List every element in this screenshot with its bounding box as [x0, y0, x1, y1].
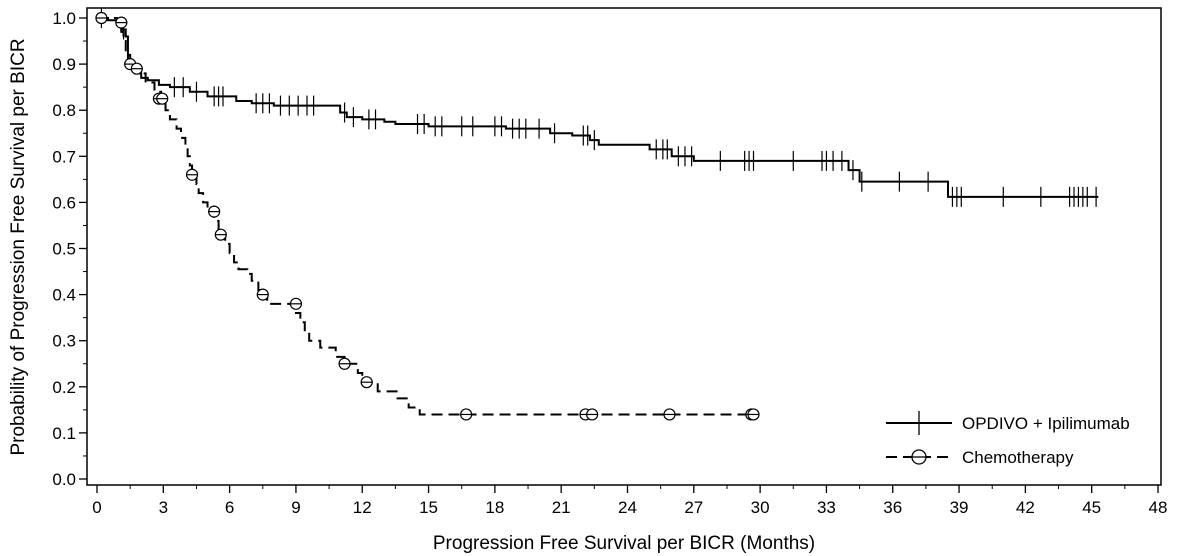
- legend-item-chemotherapy: Chemotherapy: [886, 448, 1074, 467]
- censor-circle-marker: [256, 288, 269, 301]
- censor-circle-marker: [338, 357, 351, 370]
- censor-circle-marker: [208, 205, 221, 218]
- x-tick-label: 39: [950, 498, 969, 517]
- x-axis-title: Progression Free Survival per BICR (Mont…: [433, 533, 815, 554]
- censor-circle-marker: [130, 62, 143, 75]
- censor-circle-marker: [214, 228, 227, 241]
- legend: OPDIVO + Ipilimumab Chemotherapy: [886, 411, 1130, 467]
- y-axis-title: Probability of Progression Free Survival…: [8, 38, 29, 455]
- x-tick-label: 9: [291, 498, 300, 517]
- censor-circle-marker: [360, 376, 373, 389]
- y-tick-label: 0.4: [52, 286, 76, 305]
- x-tick-label: 27: [684, 498, 703, 517]
- y-tick-label: 0.0: [52, 470, 76, 489]
- x-tick-label: 0: [92, 498, 101, 517]
- censor-circle-marker: [289, 297, 303, 310]
- y-tick-label: 0.7: [52, 147, 76, 166]
- axis-ticks: [79, 17, 1159, 493]
- legend-label-chemotherapy: Chemotherapy: [962, 448, 1074, 467]
- censor-circle-marker: [460, 408, 473, 421]
- censor-circle-marker: [95, 11, 108, 25]
- y-tick-label: 0.3: [52, 332, 76, 351]
- legend-label-opdivo: OPDIVO + Ipilimumab: [962, 414, 1130, 433]
- censor-circle-marker: [156, 92, 169, 105]
- y-tick-label: 0.6: [52, 193, 76, 212]
- y-tick-label: 0.5: [52, 240, 76, 259]
- x-tick-label: 21: [552, 498, 571, 517]
- y-tick-label: 0.8: [52, 101, 76, 120]
- x-tick-label: 33: [817, 498, 836, 517]
- censor-circle-marker: [747, 408, 760, 421]
- x-tick-label: 6: [225, 498, 234, 517]
- plot-frame: [86, 7, 1162, 486]
- y-tick-label: 0.9: [52, 55, 76, 74]
- censor-circle-marker: [115, 16, 128, 29]
- censor-circle-marker: [586, 408, 599, 421]
- censor-marks: [95, 8, 1097, 421]
- x-tick-label: 12: [353, 498, 372, 517]
- y-tick-label: 0.2: [52, 378, 76, 397]
- x-tick-label: 36: [883, 498, 902, 517]
- censor-circle-marker: [185, 168, 199, 181]
- y-tick-labels: 0.0 0.1 0.2 0.3 0.4 0.5 0.6 0.7 0.8 0.9 1.0: [52, 9, 76, 489]
- x-tick-label: 18: [485, 498, 504, 517]
- x-tick-label: 30: [751, 498, 770, 517]
- x-tick-label: 3: [159, 498, 168, 517]
- x-tick-label: 42: [1016, 498, 1035, 517]
- x-tick-label: 24: [618, 498, 637, 517]
- y-tick-label: 0.1: [52, 424, 76, 443]
- legend-item-opdivo: OPDIVO + Ipilimumab: [886, 411, 1130, 435]
- y-tick-label: 1.0: [52, 9, 76, 28]
- censor-circle-marker: [663, 408, 676, 421]
- x-tick-label: 45: [1082, 498, 1101, 517]
- x-tick-label: 15: [419, 498, 438, 517]
- x-tick-label: 48: [1149, 498, 1168, 517]
- x-tick-labels: 0 3 6 9 12 15 18 21 24 27 30 33 36 39 42 45 48: [92, 498, 1167, 517]
